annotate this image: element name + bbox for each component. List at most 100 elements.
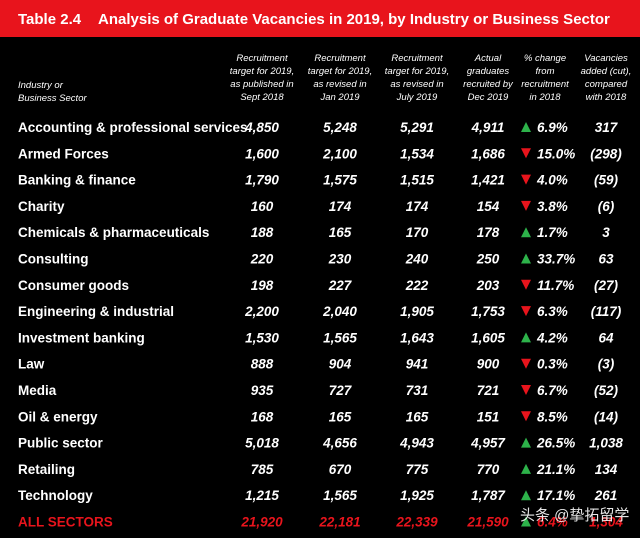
arrow-up bbox=[521, 227, 531, 238]
column-header: target for 2019, bbox=[308, 66, 372, 77]
column-header: from bbox=[536, 66, 555, 77]
cell-value: 168 bbox=[251, 409, 274, 424]
cell-value: 6.7% bbox=[537, 383, 568, 398]
column-header: target for 2019, bbox=[230, 66, 294, 77]
watermark: 头条 @挚拓留学 bbox=[520, 507, 629, 524]
cell-value: 770 bbox=[477, 462, 500, 477]
table-label: Table 2.4 bbox=[18, 11, 82, 28]
cell-value: 22,181 bbox=[318, 515, 360, 530]
cell-value: 1,565 bbox=[323, 330, 357, 345]
cell-value: 721 bbox=[477, 383, 500, 398]
cell-value: 230 bbox=[328, 252, 352, 267]
cell-value: 11.7% bbox=[537, 278, 574, 293]
cell-value: 2,040 bbox=[322, 304, 357, 319]
cell-value: 1,600 bbox=[245, 146, 279, 161]
cell-value: 4,957 bbox=[470, 436, 506, 451]
cell-value: 170 bbox=[406, 225, 429, 240]
row-label: Technology bbox=[18, 488, 93, 503]
column-header: graduates bbox=[467, 66, 510, 77]
column-header: Recruitment bbox=[236, 53, 288, 64]
column-header: Dec 2019 bbox=[468, 92, 509, 103]
cell-value: 220 bbox=[250, 252, 274, 267]
column-header: as revised in bbox=[313, 79, 366, 90]
cell-value: 4.2% bbox=[536, 330, 568, 345]
cell-value: 160 bbox=[251, 199, 274, 214]
row-label: Investment banking bbox=[18, 330, 145, 345]
column-header: % change bbox=[524, 53, 566, 64]
cell-value: 1,790 bbox=[245, 173, 279, 188]
cell-value: 1,565 bbox=[323, 488, 357, 503]
cell-value: 3 bbox=[602, 225, 610, 240]
cell-value: 4.0% bbox=[536, 173, 568, 188]
cell-value: 2,200 bbox=[244, 304, 279, 319]
column-header: recruited by bbox=[463, 79, 514, 90]
row-label: Public sector bbox=[18, 436, 104, 451]
cell-value: 178 bbox=[477, 225, 500, 240]
cell-value: 1,515 bbox=[400, 173, 434, 188]
row-label: Engineering & industrial bbox=[18, 304, 174, 319]
cell-value: 941 bbox=[406, 357, 429, 372]
cell-value: 1,530 bbox=[245, 330, 279, 345]
cell-value: (117) bbox=[591, 304, 622, 319]
column-header: as published in bbox=[230, 79, 293, 90]
cell-value: 17.1% bbox=[537, 488, 575, 503]
arrow-up bbox=[521, 463, 531, 474]
cell-value: 775 bbox=[406, 462, 429, 477]
cell-value: 785 bbox=[251, 462, 274, 477]
cell-value: 1,643 bbox=[400, 330, 434, 345]
cell-value: 6.3% bbox=[537, 304, 568, 319]
table: Industry or Business Sector Recruitment tar… bbox=[18, 53, 631, 530]
arrow-down bbox=[521, 279, 531, 290]
cell-value: 15.0% bbox=[537, 146, 575, 161]
row-label: Armed Forces bbox=[18, 146, 109, 161]
column-header: Actual bbox=[474, 53, 502, 64]
cell-value: 5,291 bbox=[400, 120, 434, 135]
cell-value: 240 bbox=[405, 252, 429, 267]
cell-value: 4,911 bbox=[471, 120, 505, 135]
cell-value: 1,215 bbox=[245, 488, 279, 503]
arrow-down bbox=[521, 200, 531, 211]
cell-value: 22,339 bbox=[395, 515, 438, 530]
cell-value: 8.5% bbox=[537, 409, 568, 424]
cell-value: 670 bbox=[329, 462, 352, 477]
arrow-up bbox=[521, 516, 531, 527]
arrow-down bbox=[521, 174, 531, 185]
arrow-up bbox=[521, 122, 531, 132]
cell-value: 174 bbox=[329, 199, 352, 214]
cell-value: 4,656 bbox=[322, 436, 357, 451]
row-label: Accounting & professional services bbox=[18, 120, 248, 135]
cell-value: 1.7% bbox=[537, 225, 568, 240]
cell-value: 165 bbox=[329, 225, 352, 240]
row-label: Oil & energy bbox=[18, 409, 98, 424]
cell-value: 1,038 bbox=[589, 436, 623, 451]
cell-value: (59) bbox=[594, 173, 619, 188]
row-label: Retailing bbox=[18, 462, 75, 477]
column-header: recruitment bbox=[521, 79, 569, 90]
cell-value: 21,590 bbox=[466, 515, 509, 530]
cell-value: 33.7% bbox=[537, 252, 575, 267]
column-header: target for 2019, bbox=[385, 66, 449, 77]
column-header: in 2018 bbox=[529, 92, 561, 103]
cell-value: 731 bbox=[406, 383, 429, 398]
cell-value: 2,100 bbox=[322, 146, 357, 161]
cell-value: 1,905 bbox=[400, 304, 434, 319]
cell-value: 317 bbox=[595, 120, 619, 135]
cell-value: 6.9% bbox=[537, 120, 568, 135]
column-header: with 2018 bbox=[586, 92, 627, 103]
cell-value: 165 bbox=[329, 409, 352, 424]
row-label: Law bbox=[18, 357, 45, 372]
cell-value: 935 bbox=[251, 383, 274, 398]
row-label: Charity bbox=[18, 199, 65, 214]
cell-value: 5,018 bbox=[245, 436, 279, 451]
cell-value: 188 bbox=[251, 225, 274, 240]
title-bar bbox=[0, 0, 640, 37]
arrow-down bbox=[521, 306, 531, 317]
column-header: added (cut), bbox=[581, 66, 632, 77]
column-header: as revised in bbox=[390, 79, 443, 90]
cell-value: (52) bbox=[594, 383, 619, 398]
cell-value: 1,575 bbox=[323, 173, 357, 188]
cell-value: 727 bbox=[329, 383, 353, 398]
column-header: Business Sector bbox=[18, 93, 87, 104]
row-label: Chemicals & pharmaceuticals bbox=[18, 225, 209, 240]
